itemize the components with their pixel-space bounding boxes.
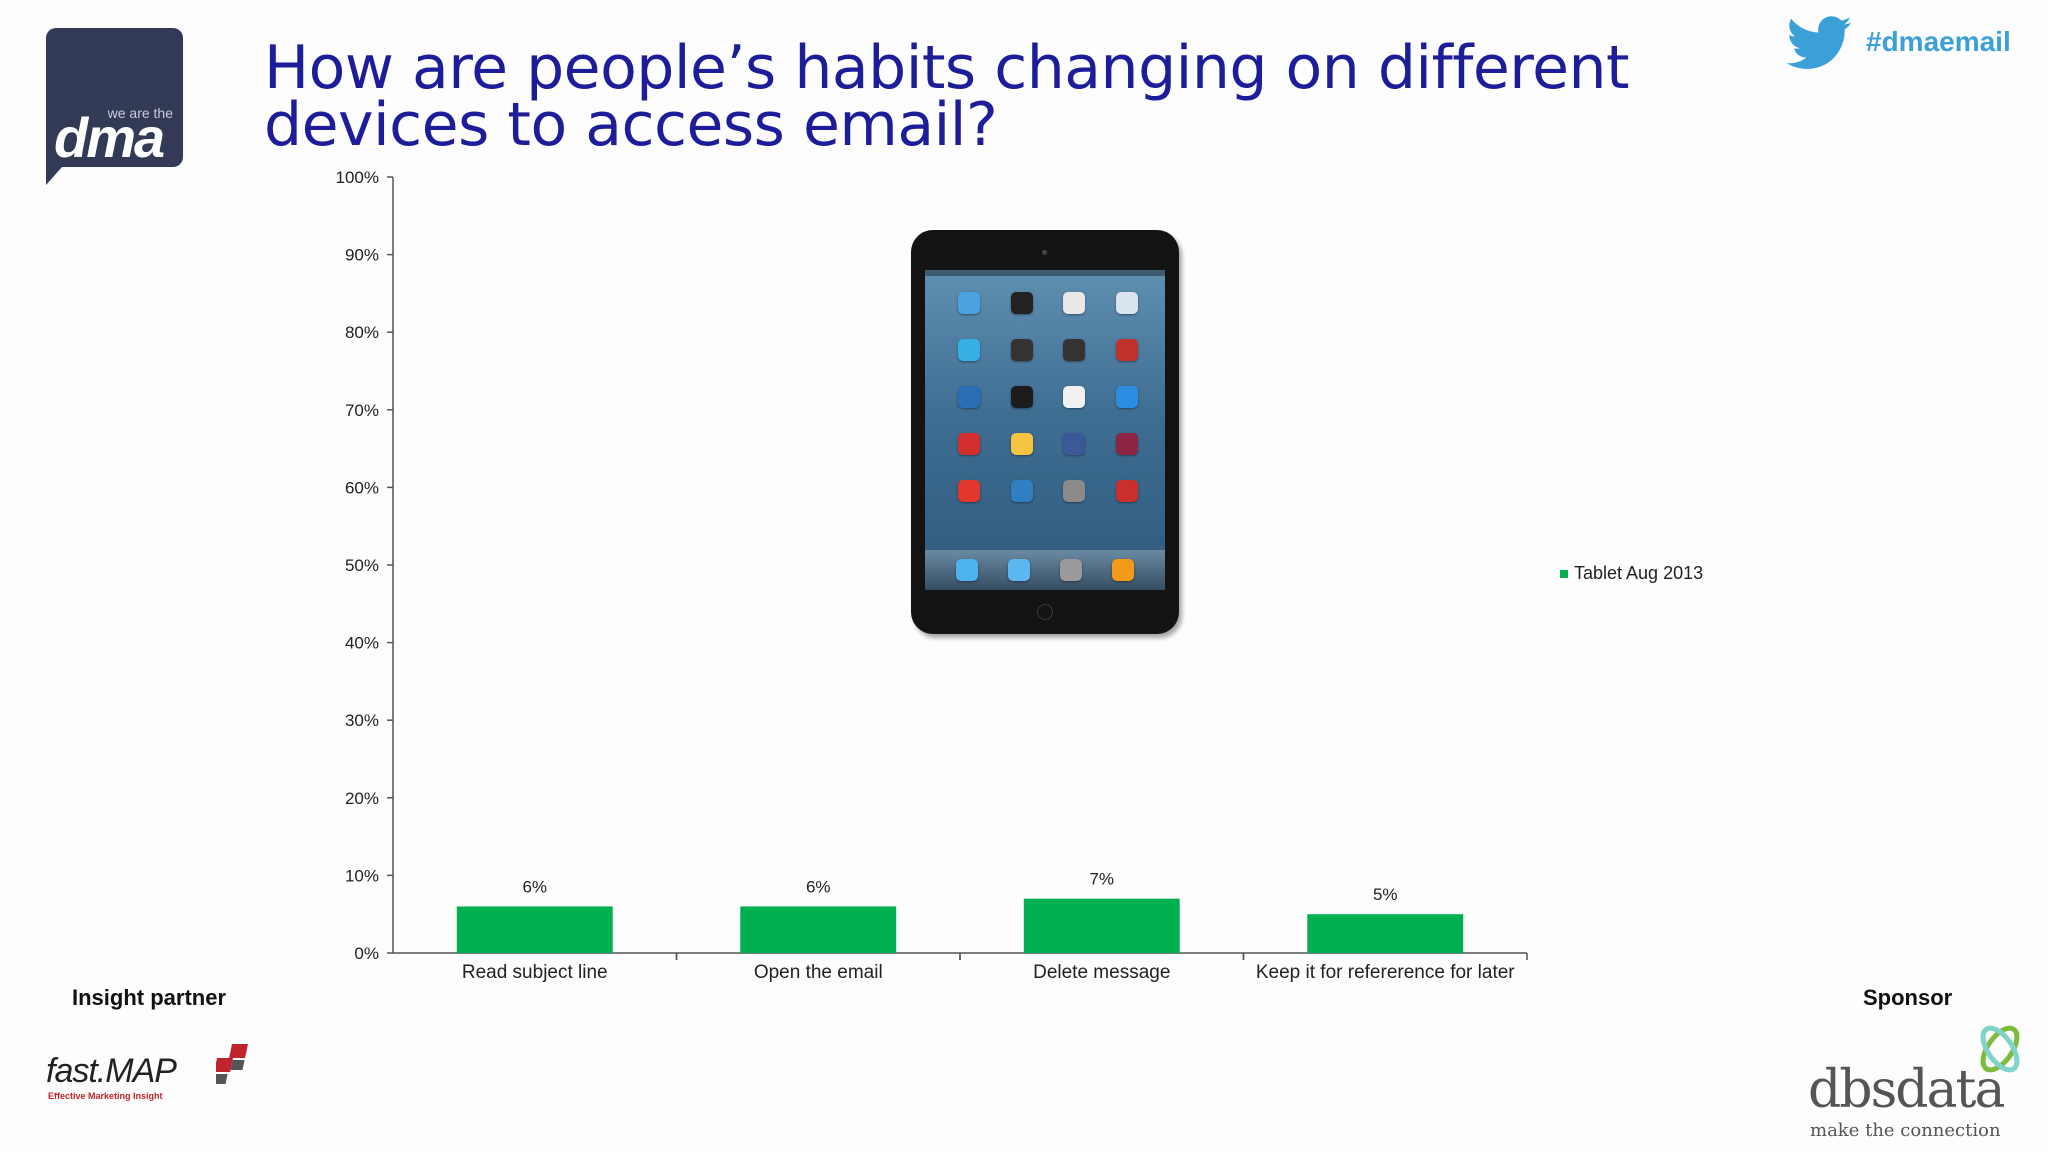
tablet-screen — [925, 270, 1165, 590]
chart-labels: 6% Read subject line 6% Open the email 7% Del… — [462, 870, 1515, 983]
app-icon — [958, 386, 981, 408]
twitter-bird-icon — [1786, 16, 1852, 69]
bar — [456, 906, 613, 953]
app-icon — [1115, 339, 1138, 361]
tablet-device-image — [911, 230, 1179, 634]
sponsor-label: Sponsor — [1863, 985, 1953, 1010]
x-category-label: Delete message — [1033, 962, 1170, 983]
hashtag-label: #dmaemail — [1866, 26, 2011, 57]
y-tick-label: 50% — [345, 556, 379, 575]
tablet-dock — [925, 550, 1165, 590]
insight-partner-label: Insight partner — [72, 985, 227, 1010]
y-tick-label: 10% — [345, 866, 379, 885]
dma-logo: we are the dma — [46, 28, 183, 185]
tablet-camera — [1042, 250, 1047, 255]
data-label: 6% — [806, 877, 831, 896]
data-label: 7% — [1089, 870, 1114, 889]
app-icon — [1115, 292, 1138, 314]
x-category-label: Read subject line — [462, 962, 608, 983]
y-tick-label: 80% — [345, 323, 379, 342]
fastmap-mark-icon — [216, 1044, 248, 1084]
fastmap-logo-text: fast.MAP — [46, 1052, 177, 1090]
app-icon — [1060, 559, 1082, 581]
bar — [740, 906, 897, 953]
dbsdata-logo-text: dbsdata — [1808, 1060, 2005, 1120]
chart-bars — [456, 898, 1464, 953]
app-icon — [958, 339, 981, 361]
app-icon — [1010, 292, 1033, 314]
y-tick-label: 60% — [345, 478, 379, 497]
app-icon — [1010, 339, 1033, 361]
app-icon — [958, 480, 981, 502]
bar — [1023, 898, 1180, 953]
app-icon — [1115, 480, 1138, 502]
app-icon — [1112, 559, 1134, 581]
y-tick-label: 0% — [354, 944, 379, 963]
app-icon — [1063, 386, 1086, 408]
dma-logo-subtext: we are the — [107, 105, 173, 121]
legend-swatch — [1560, 569, 1568, 578]
fastmap-logo-tagline: Effective Marketing Insight — [48, 1091, 163, 1101]
app-icon — [1063, 433, 1086, 455]
chart-legend: Tablet Aug 2013 — [1560, 563, 1703, 584]
app-icon — [1010, 480, 1033, 502]
app-icon — [1010, 386, 1033, 408]
y-tick-label: 30% — [345, 711, 379, 730]
x-category-label: Open the email — [754, 962, 883, 983]
y-tick-label: 70% — [345, 401, 379, 420]
slide-title: How are people’s habits changing on diff… — [264, 33, 1630, 160]
tablet-status-bar — [925, 270, 1165, 276]
y-tick-label: 20% — [345, 789, 379, 808]
dbsdata-logo: dbsdata make the connection — [1806, 1022, 2026, 1141]
app-icon — [958, 292, 981, 314]
app-icon — [1063, 339, 1086, 361]
data-label: 6% — [522, 877, 547, 896]
app-icon — [1063, 480, 1086, 502]
app-icon — [956, 559, 978, 581]
app-icon — [1008, 559, 1030, 581]
dma-logo-text: dma — [54, 106, 165, 169]
app-icon — [958, 433, 981, 455]
y-tick-label: 40% — [345, 634, 379, 653]
data-label: 5% — [1373, 885, 1398, 904]
tablet-app-grid — [943, 292, 1153, 502]
dbsdata-logo-tagline: make the connection — [1810, 1120, 2001, 1141]
x-category-label: Keep it for refererence for later — [1256, 962, 1515, 983]
app-icon — [1063, 292, 1086, 314]
dbsdata-mark-icon — [1980, 1025, 2020, 1073]
tablet-home-button — [1037, 604, 1053, 620]
y-tick-label: 100% — [336, 168, 379, 187]
app-icon — [1115, 433, 1138, 455]
y-tick-label: 90% — [345, 246, 379, 265]
bar — [1307, 914, 1464, 953]
app-icon — [1115, 386, 1138, 408]
app-icon — [1010, 433, 1033, 455]
fastmap-logo: fast.MAP Effective Marketing Insight — [46, 1040, 256, 1106]
legend-label: Tablet Aug 2013 — [1574, 563, 1704, 583]
